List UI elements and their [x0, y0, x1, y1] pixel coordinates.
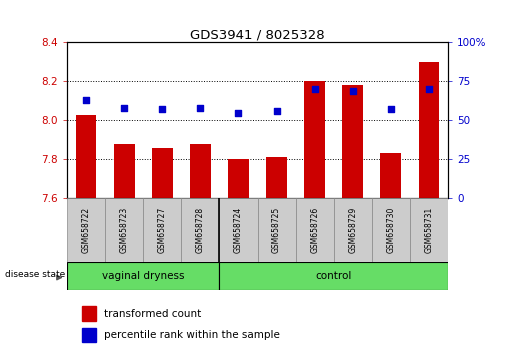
Point — [196, 105, 204, 111]
Bar — [152, 148, 173, 198]
Point — [82, 97, 90, 103]
Text: control: control — [316, 271, 352, 281]
Bar — [419, 62, 439, 198]
Point — [234, 110, 243, 115]
Text: GSM658723: GSM658723 — [119, 207, 129, 253]
Bar — [410, 198, 448, 262]
Bar — [82, 306, 96, 321]
Text: GSM658730: GSM658730 — [386, 207, 396, 253]
Point — [349, 88, 357, 93]
Point — [120, 105, 128, 111]
Bar — [304, 81, 325, 198]
Bar — [67, 198, 105, 262]
Bar — [114, 144, 134, 198]
Bar — [76, 115, 96, 198]
Bar — [334, 198, 372, 262]
Bar — [381, 153, 401, 198]
Point — [387, 107, 395, 112]
Text: GSM658728: GSM658728 — [196, 207, 205, 253]
Point — [425, 86, 433, 92]
Bar — [82, 328, 96, 343]
Text: GSM658727: GSM658727 — [158, 207, 167, 253]
Bar — [219, 262, 448, 290]
Point — [272, 108, 281, 114]
Point — [311, 86, 319, 92]
Text: GSM658731: GSM658731 — [424, 207, 434, 253]
Bar — [105, 198, 143, 262]
Bar — [372, 198, 410, 262]
Bar — [67, 262, 219, 290]
Text: GSM658722: GSM658722 — [81, 207, 91, 253]
Point — [158, 107, 166, 112]
Bar — [219, 198, 258, 262]
Bar — [228, 159, 249, 198]
Text: transformed count: transformed count — [104, 309, 201, 319]
Title: GDS3941 / 8025328: GDS3941 / 8025328 — [190, 28, 325, 41]
Bar — [258, 198, 296, 262]
Bar — [342, 85, 363, 198]
Text: percentile rank within the sample: percentile rank within the sample — [104, 330, 280, 340]
Bar — [181, 198, 219, 262]
Text: GSM658729: GSM658729 — [348, 207, 357, 253]
Text: disease state: disease state — [5, 270, 65, 279]
Bar — [190, 144, 211, 198]
Text: GSM658724: GSM658724 — [234, 207, 243, 253]
Text: GSM658726: GSM658726 — [310, 207, 319, 253]
Text: vaginal dryness: vaginal dryness — [102, 271, 184, 281]
Bar — [296, 198, 334, 262]
Text: GSM658725: GSM658725 — [272, 207, 281, 253]
Bar — [143, 198, 181, 262]
Bar — [266, 158, 287, 198]
